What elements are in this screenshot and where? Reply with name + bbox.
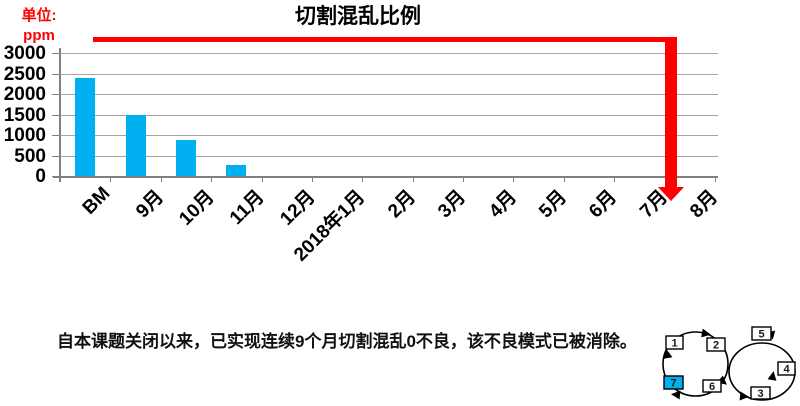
step-label-7: 7	[670, 378, 676, 390]
gridline-2500	[60, 73, 718, 75]
x-axis-line	[53, 176, 718, 178]
x-tick-label: 11月	[226, 186, 269, 230]
gridline-3000	[60, 53, 718, 54]
x-tick-mark	[463, 176, 465, 182]
x-tick-label: 6月	[585, 186, 622, 223]
trend-arrow-head-icon	[658, 187, 684, 201]
y-tick-mark	[52, 155, 60, 157]
y-tick-label: 2000	[3, 84, 46, 105]
y-tick-mark	[52, 53, 60, 54]
gridline-500	[60, 155, 718, 157]
step-box-3	[750, 386, 771, 400]
arrowhead-icon	[739, 391, 749, 401]
x-tick-label: 4月	[484, 186, 521, 223]
x-tick-mark	[412, 176, 414, 182]
arrowhead-icon	[701, 328, 711, 338]
cycle-diagram: 1 2 3 4 5 6 7	[662, 326, 796, 401]
x-tick-mark	[362, 176, 364, 182]
x-tick-label: 10月	[175, 186, 219, 230]
trend-arrow-horizontal	[93, 37, 677, 42]
bar-11月	[226, 164, 247, 176]
chart-title: 切割混乱比例	[295, 5, 421, 28]
unit-label-line1: 单位:	[21, 7, 57, 24]
y-tick-mark	[52, 135, 60, 136]
step-box-4	[777, 361, 796, 376]
trend-arrow-vertical	[665, 37, 677, 187]
x-tick-label: 2月	[384, 186, 420, 223]
x-tick-label: BM	[78, 183, 115, 219]
y-tick-mark	[52, 73, 60, 75]
step-box-2	[706, 337, 726, 352]
step-label-2: 2	[713, 340, 719, 352]
unit-label-line2: ppm	[23, 27, 55, 44]
y-tick-label: 2500	[3, 63, 46, 85]
x-tick-mark	[261, 176, 263, 182]
y-tick-label: 1500	[3, 104, 46, 126]
x-tick-label: 5月	[535, 186, 572, 223]
step-label-1: 1	[671, 338, 677, 350]
y-tick-mark	[52, 94, 60, 95]
step-label-5: 5	[758, 329, 764, 341]
unit-label: 单位: ppm	[14, 6, 64, 46]
bar-chart-plot-area: 0 500 1000 1500 2000 2500 3000 BM 9月 10月 11月 12月 201…	[4, 43, 722, 266]
step-label-3: 3	[757, 388, 763, 400]
bar-9月	[125, 115, 146, 176]
arrowhead-icon	[671, 390, 681, 400]
arrowhead-icon	[767, 371, 777, 381]
x-tick-mark	[513, 176, 515, 182]
x-tick-mark	[614, 176, 616, 182]
step-box-7-highlighted	[663, 375, 684, 390]
x-tick-label: 9月	[132, 186, 168, 223]
x-tick-mark	[563, 176, 565, 182]
step-label-4: 4	[783, 364, 790, 376]
x-tick-mark	[211, 176, 213, 182]
x-tick-mark	[715, 176, 716, 182]
gridline-1000	[60, 135, 718, 136]
arrowhead-icon	[663, 349, 673, 359]
bar-10月	[175, 139, 196, 176]
y-tick-mark	[52, 114, 60, 116]
step-box-5	[751, 326, 772, 341]
x-tick-label: 8月	[686, 186, 723, 223]
y-tick-mark	[52, 176, 60, 177]
step-label-6: 6	[709, 381, 715, 393]
y-tick-label: 500	[14, 145, 46, 167]
gridline-2000	[60, 94, 718, 95]
x-tick-label: 3月	[434, 186, 471, 223]
y-tick-label: 3000	[3, 43, 46, 64]
conclusion-text: 自本课题关闭以来，已实现连续9个月切割混乱0不良，该不良模式已被消除。	[57, 332, 637, 351]
x-tick-mark	[311, 176, 313, 182]
step-box-6	[702, 379, 722, 393]
gridline-1500	[60, 114, 718, 116]
x-tick-mark	[110, 176, 112, 182]
cycle-left-circle	[662, 331, 729, 397]
bar-BM	[75, 77, 96, 176]
x-tick-mark	[60, 176, 61, 182]
y-tick-label: 1000	[3, 125, 46, 146]
step-box-1	[665, 335, 684, 350]
x-tick-mark	[160, 176, 162, 182]
y-tick-label: 0	[35, 166, 46, 187]
